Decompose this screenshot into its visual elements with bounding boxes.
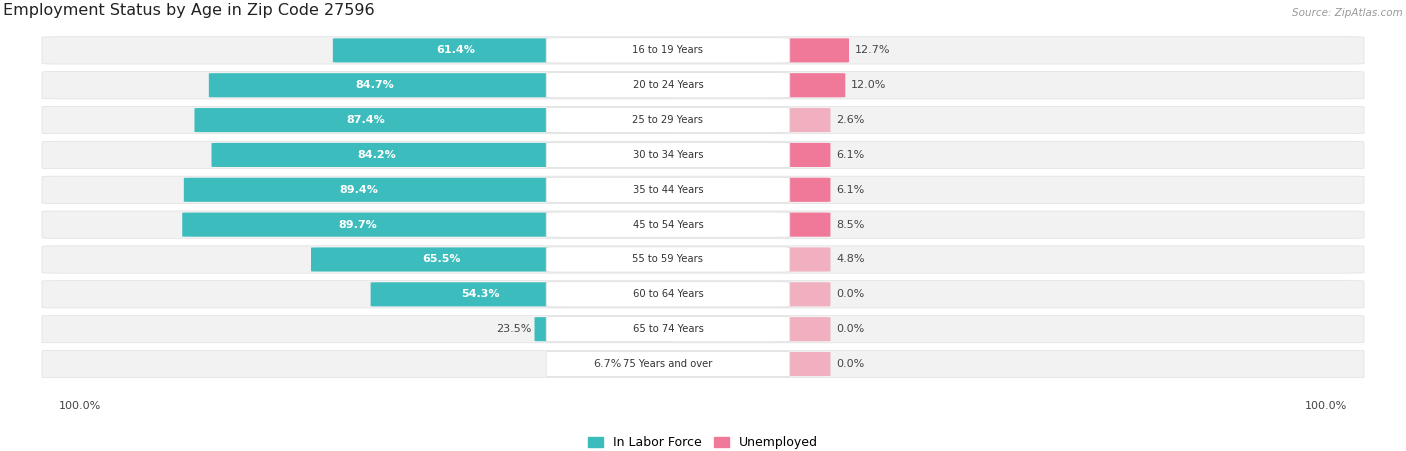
Text: 100.0%: 100.0%: [59, 400, 101, 410]
Text: 0.0%: 0.0%: [837, 290, 865, 299]
FancyBboxPatch shape: [184, 178, 676, 202]
FancyBboxPatch shape: [546, 73, 790, 98]
FancyBboxPatch shape: [765, 143, 831, 167]
Text: 45 to 54 Years: 45 to 54 Years: [633, 220, 703, 230]
FancyBboxPatch shape: [765, 282, 831, 306]
FancyBboxPatch shape: [371, 282, 676, 306]
Text: 100.0%: 100.0%: [1305, 400, 1347, 410]
Legend: In Labor Force, Unemployed: In Labor Force, Unemployed: [583, 432, 823, 451]
Text: 65.5%: 65.5%: [422, 254, 461, 264]
Text: 12.0%: 12.0%: [851, 80, 886, 90]
FancyBboxPatch shape: [42, 106, 1364, 134]
Text: 89.7%: 89.7%: [339, 220, 377, 230]
FancyBboxPatch shape: [211, 143, 676, 167]
FancyBboxPatch shape: [546, 351, 790, 377]
FancyBboxPatch shape: [765, 248, 831, 272]
FancyBboxPatch shape: [209, 73, 676, 97]
FancyBboxPatch shape: [42, 281, 1364, 308]
Text: 61.4%: 61.4%: [436, 46, 475, 55]
FancyBboxPatch shape: [765, 108, 831, 132]
Text: Source: ZipAtlas.com: Source: ZipAtlas.com: [1292, 8, 1403, 18]
FancyBboxPatch shape: [42, 211, 1364, 238]
Text: Employment Status by Age in Zip Code 27596: Employment Status by Age in Zip Code 275…: [3, 3, 374, 18]
FancyBboxPatch shape: [765, 38, 849, 62]
Text: 20 to 24 Years: 20 to 24 Years: [633, 80, 703, 90]
FancyBboxPatch shape: [546, 212, 790, 237]
Text: 84.2%: 84.2%: [357, 150, 396, 160]
Text: 6.1%: 6.1%: [837, 150, 865, 160]
FancyBboxPatch shape: [42, 316, 1364, 343]
Text: 89.4%: 89.4%: [339, 185, 378, 195]
FancyBboxPatch shape: [546, 177, 790, 202]
FancyBboxPatch shape: [194, 108, 676, 132]
Text: 8.5%: 8.5%: [837, 220, 865, 230]
FancyBboxPatch shape: [546, 143, 790, 168]
Text: 60 to 64 Years: 60 to 64 Years: [633, 290, 703, 299]
Text: 6.7%: 6.7%: [593, 359, 621, 369]
FancyBboxPatch shape: [42, 350, 1364, 377]
FancyBboxPatch shape: [765, 212, 831, 237]
Text: 16 to 19 Years: 16 to 19 Years: [633, 46, 703, 55]
FancyBboxPatch shape: [765, 73, 845, 97]
FancyBboxPatch shape: [546, 247, 790, 272]
FancyBboxPatch shape: [42, 176, 1364, 203]
FancyBboxPatch shape: [42, 141, 1364, 169]
Text: 4.8%: 4.8%: [837, 254, 865, 264]
Text: 25 to 29 Years: 25 to 29 Years: [633, 115, 703, 125]
Text: 0.0%: 0.0%: [837, 359, 865, 369]
Text: 30 to 34 Years: 30 to 34 Years: [633, 150, 703, 160]
Text: 54.3%: 54.3%: [461, 290, 499, 299]
Text: 12.7%: 12.7%: [855, 46, 890, 55]
FancyBboxPatch shape: [546, 317, 790, 342]
Text: 35 to 44 Years: 35 to 44 Years: [633, 185, 703, 195]
FancyBboxPatch shape: [183, 212, 676, 237]
Text: 55 to 59 Years: 55 to 59 Years: [633, 254, 703, 264]
FancyBboxPatch shape: [765, 317, 831, 341]
FancyBboxPatch shape: [624, 352, 676, 376]
Text: 0.0%: 0.0%: [837, 324, 865, 334]
Text: 2.6%: 2.6%: [837, 115, 865, 125]
FancyBboxPatch shape: [546, 38, 790, 63]
FancyBboxPatch shape: [42, 246, 1364, 273]
FancyBboxPatch shape: [546, 107, 790, 133]
FancyBboxPatch shape: [765, 352, 831, 376]
Text: 84.7%: 84.7%: [356, 80, 394, 90]
FancyBboxPatch shape: [333, 38, 676, 62]
Text: 6.1%: 6.1%: [837, 185, 865, 195]
FancyBboxPatch shape: [765, 178, 831, 202]
FancyBboxPatch shape: [534, 317, 676, 341]
Text: 75 Years and over: 75 Years and over: [623, 359, 713, 369]
Text: 23.5%: 23.5%: [496, 324, 531, 334]
FancyBboxPatch shape: [42, 37, 1364, 64]
Text: 65 to 74 Years: 65 to 74 Years: [633, 324, 703, 334]
FancyBboxPatch shape: [42, 72, 1364, 99]
Text: 87.4%: 87.4%: [346, 115, 385, 125]
FancyBboxPatch shape: [311, 248, 676, 272]
FancyBboxPatch shape: [546, 282, 790, 307]
